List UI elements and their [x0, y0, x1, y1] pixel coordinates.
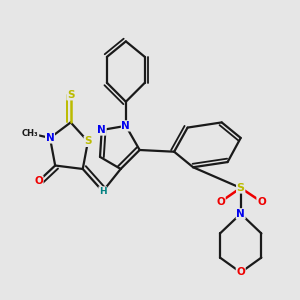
Text: S: S — [237, 183, 245, 193]
Text: O: O — [236, 267, 245, 278]
Text: H: H — [99, 187, 106, 196]
Text: N: N — [236, 209, 245, 219]
Text: S: S — [67, 90, 74, 100]
Text: S: S — [84, 136, 92, 146]
Text: O: O — [257, 197, 266, 207]
Text: N: N — [46, 133, 54, 143]
Text: O: O — [34, 176, 43, 186]
Text: N: N — [97, 125, 106, 135]
Text: CH₃: CH₃ — [22, 129, 39, 138]
Text: N: N — [122, 121, 130, 131]
Text: O: O — [216, 197, 225, 207]
